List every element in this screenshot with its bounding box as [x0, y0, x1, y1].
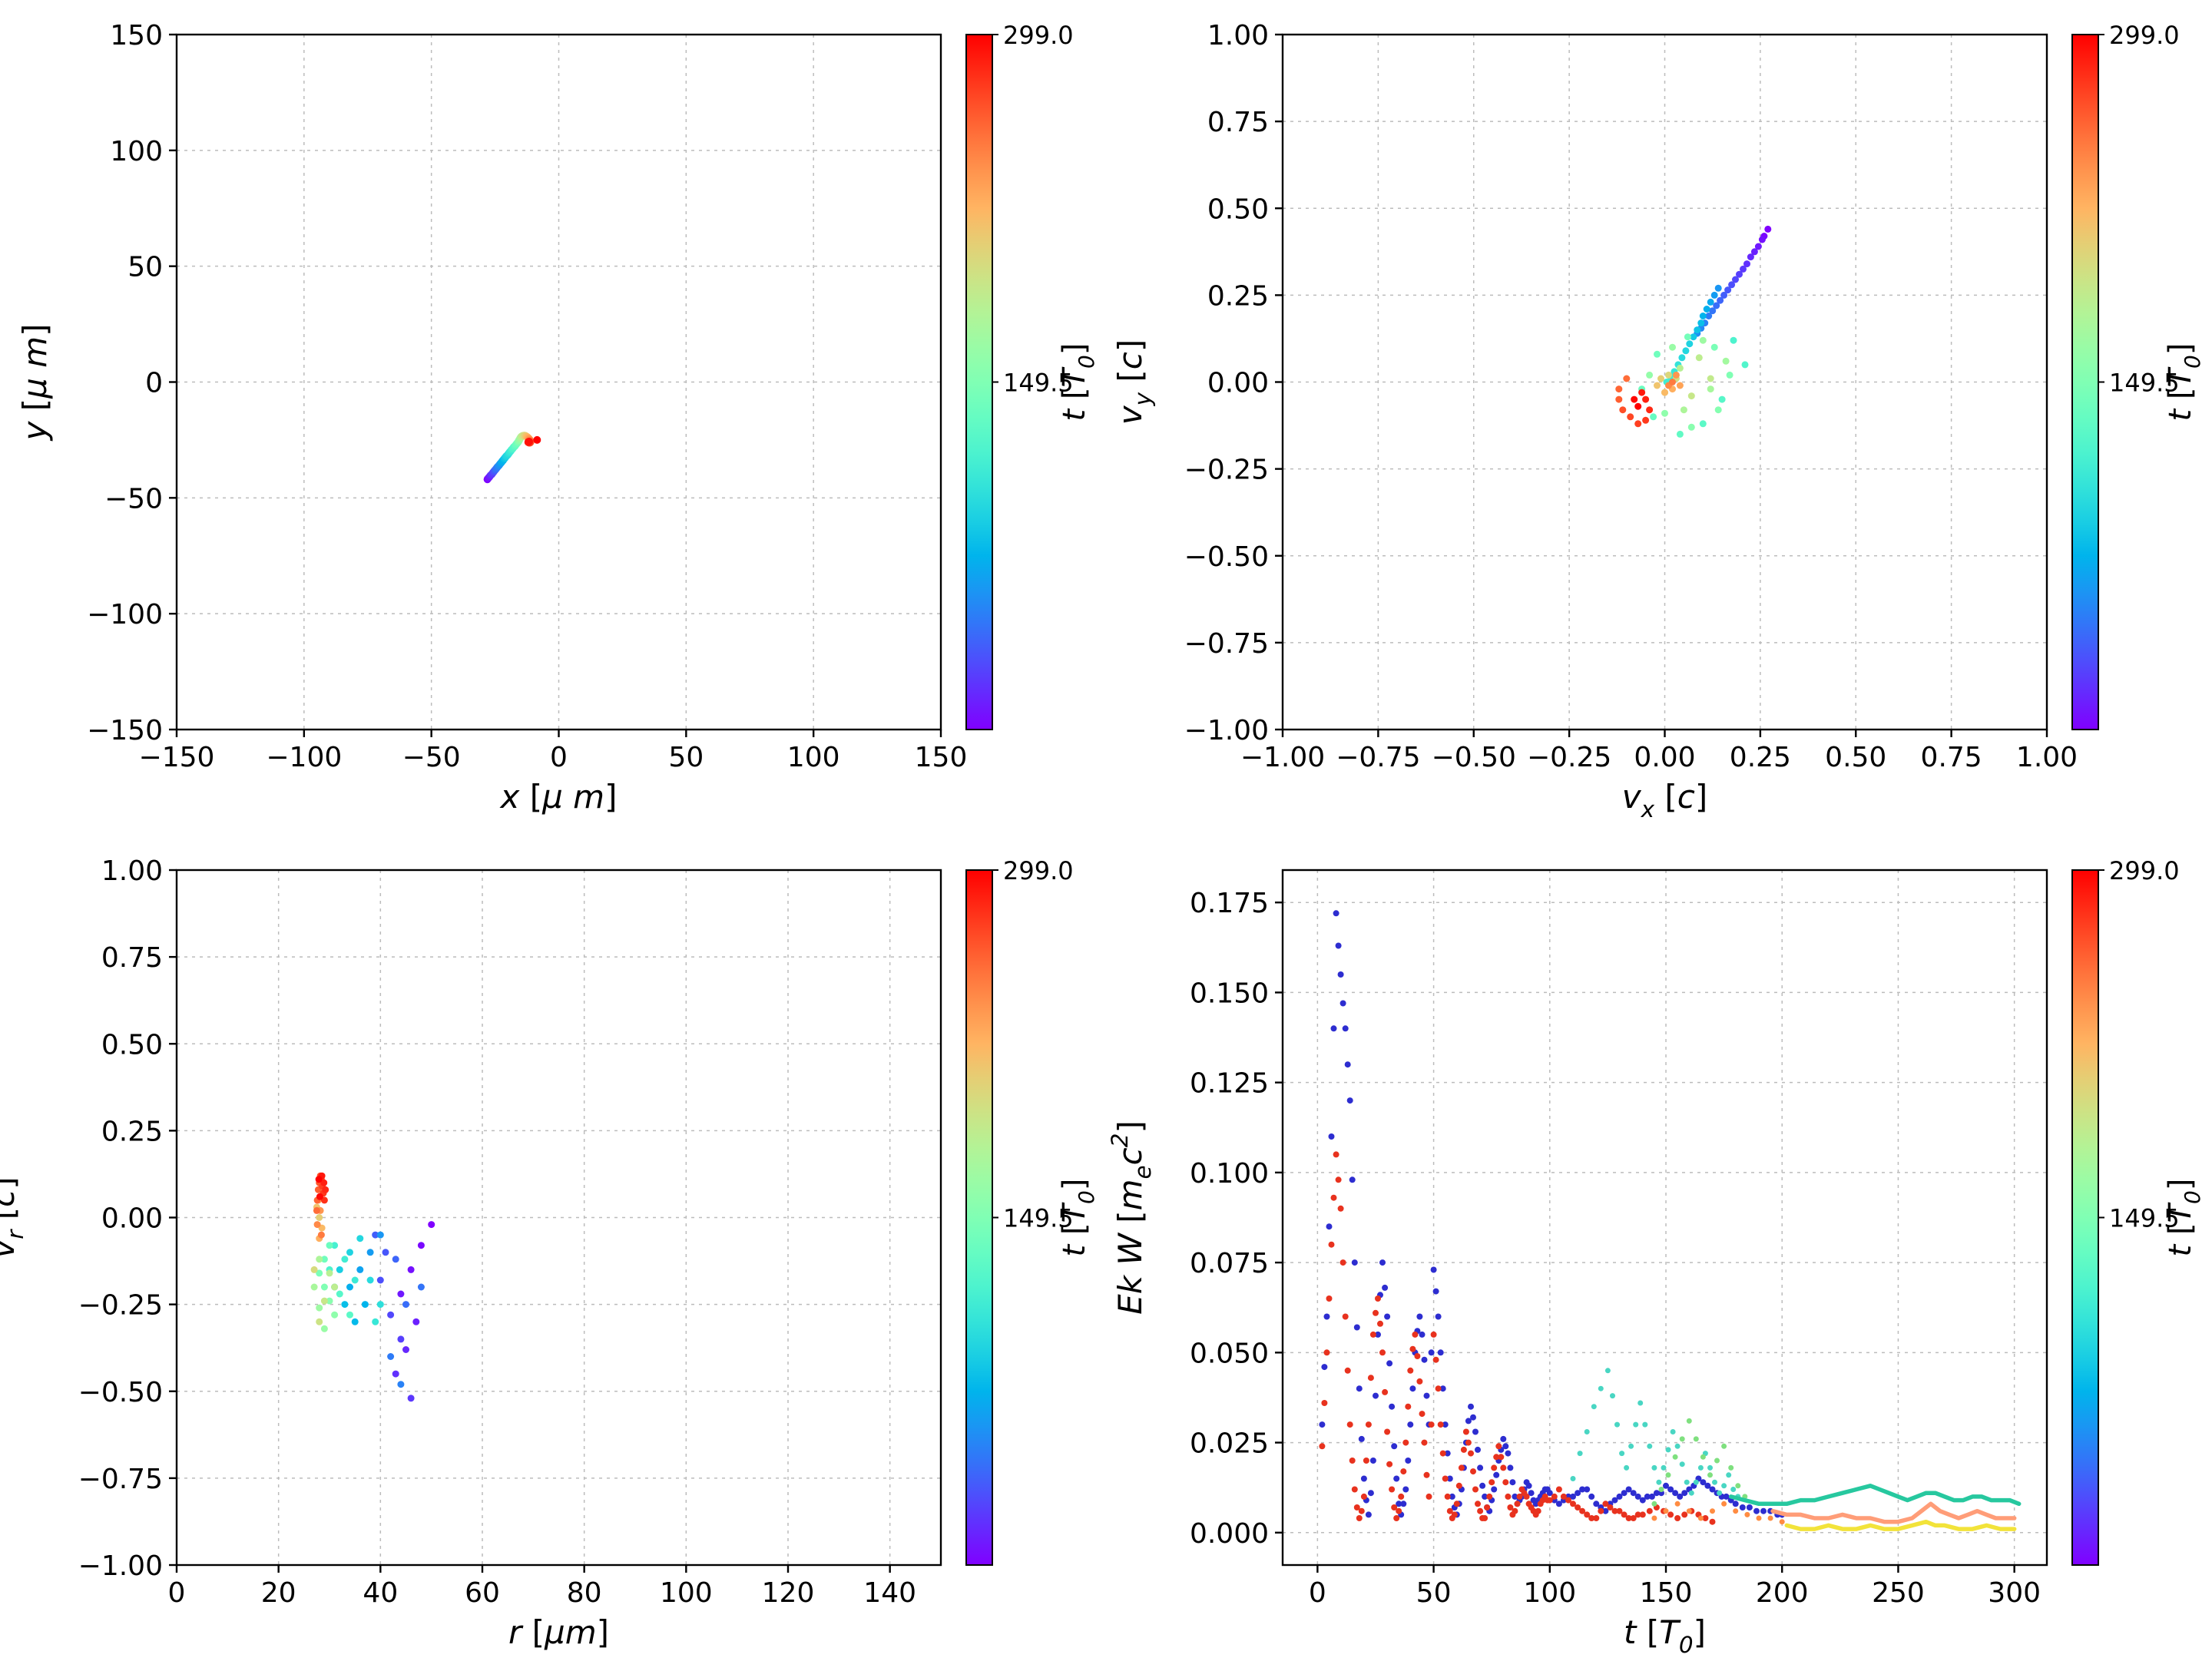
svg-text:299.0: 299.0	[1003, 856, 1074, 885]
svg-text:vy [c]: vy [c]	[1111, 339, 1156, 425]
svg-text:1.00: 1.00	[2016, 742, 2078, 773]
svg-text:0.025: 0.025	[1190, 1428, 1269, 1460]
svg-text:0.050: 0.050	[1190, 1338, 1269, 1369]
svg-text:0: 0	[550, 742, 568, 773]
svg-text:1.00: 1.00	[101, 855, 163, 887]
svg-text:−0.50: −0.50	[1432, 742, 1516, 773]
svg-text:0.075: 0.075	[1190, 1248, 1269, 1279]
svg-text:250: 250	[1872, 1577, 1925, 1609]
svg-text:149.5: 149.5	[2109, 1204, 2180, 1233]
svg-text:0.75: 0.75	[1921, 742, 1982, 773]
svg-text:−0.25: −0.25	[1527, 742, 1611, 773]
svg-text:0.000: 0.000	[1190, 1518, 1269, 1550]
svg-text:r [μm]: r [μm]	[508, 1613, 609, 1651]
svg-text:0.175: 0.175	[1190, 888, 1269, 919]
svg-text:−0.50: −0.50	[78, 1377, 163, 1408]
svg-text:0: 0	[1309, 1577, 1326, 1609]
svg-text:150: 150	[110, 20, 163, 51]
svg-text:0.75: 0.75	[101, 942, 163, 974]
svg-text:0.00: 0.00	[1634, 742, 1695, 773]
svg-text:200: 200	[1756, 1577, 1809, 1609]
svg-text:100: 100	[110, 136, 163, 167]
svg-text:−50: −50	[104, 483, 163, 515]
svg-text:20: 20	[261, 1577, 296, 1609]
subplot-position-trajectory: −150 −100 −50 0 50 100 150 −150 −100 −50 0 50 100 150…	[0, 0, 1106, 836]
svg-text:120: 120	[762, 1577, 815, 1609]
svg-text:−150: −150	[87, 715, 163, 746]
svg-text:1.00: 1.00	[1207, 20, 1269, 51]
svg-text:−0.75: −0.75	[1336, 742, 1420, 773]
svg-text:−1.00: −1.00	[1240, 742, 1325, 773]
svg-text:0.150: 0.150	[1190, 978, 1269, 1009]
svg-text:0.25: 0.25	[101, 1116, 163, 1147]
svg-text:−100: −100	[87, 599, 163, 630]
svg-text:149.5: 149.5	[1003, 369, 1074, 398]
svg-text:150: 150	[1640, 1577, 1693, 1609]
svg-text:−0.75: −0.75	[1184, 628, 1269, 660]
svg-text:149.5: 149.5	[1003, 1204, 1074, 1233]
svg-text:0.125: 0.125	[1190, 1068, 1269, 1100]
svg-text:−0.25: −0.25	[1184, 455, 1269, 486]
svg-text:−100: −100	[266, 742, 342, 773]
svg-text:−50: −50	[402, 742, 461, 773]
svg-text:t [T0]: t [T0]	[1057, 1179, 1099, 1257]
svg-text:0.25: 0.25	[1207, 280, 1269, 312]
svg-text:299.0: 299.0	[1003, 21, 1074, 50]
svg-text:−0.50: −0.50	[1184, 541, 1269, 573]
svg-text:−1.00: −1.00	[78, 1550, 163, 1582]
svg-text:0.00: 0.00	[1207, 368, 1269, 399]
subplot-radial-phase-space: 0 20 40 60 80 100 120 140 −1.00 −0.75 −0.50 −0.25 0.…	[0, 836, 1106, 1671]
svg-text:−0.25: −0.25	[78, 1290, 163, 1322]
svg-text:0.50: 0.50	[1207, 194, 1269, 225]
svg-text:50: 50	[127, 252, 163, 283]
svg-text:300: 300	[1988, 1577, 2041, 1609]
svg-text:t [T0]: t [T0]	[2163, 343, 2205, 422]
svg-text:0: 0	[145, 368, 163, 399]
subplot-energy-vs-time: 0 50 100 150 200 250 300 0.000 0.025 0.050 0.075 0.…	[1106, 836, 2212, 1671]
svg-text:vr [c]: vr [c]	[0, 1176, 28, 1258]
svg-text:60: 60	[465, 1577, 500, 1609]
svg-text:100: 100	[660, 1577, 713, 1609]
svg-text:50: 50	[1416, 1577, 1452, 1609]
svg-text:40: 40	[363, 1577, 398, 1609]
svg-text:0.100: 0.100	[1190, 1158, 1269, 1190]
svg-text:0.50: 0.50	[101, 1029, 163, 1061]
svg-text:150: 150	[915, 742, 968, 773]
svg-text:0.00: 0.00	[101, 1203, 163, 1235]
svg-text:140: 140	[863, 1577, 916, 1609]
svg-text:x [μ m]: x [μ m]	[499, 778, 618, 816]
svg-text:t [T0]: t [T0]	[2163, 1179, 2205, 1257]
svg-text:149.5: 149.5	[2109, 369, 2180, 398]
svg-text:0.50: 0.50	[1825, 742, 1886, 773]
svg-text:299.0: 299.0	[2109, 21, 2180, 50]
svg-text:vx [c]: vx [c]	[1622, 778, 1708, 822]
svg-text:−150: −150	[139, 742, 215, 773]
svg-text:50: 50	[668, 742, 704, 773]
svg-text:t [T0]: t [T0]	[1624, 1613, 1706, 1658]
svg-text:0.75: 0.75	[1207, 107, 1269, 138]
svg-text:Ek W [mec2]: Ek W [mec2]	[1107, 1120, 1156, 1315]
svg-text:t [T0]: t [T0]	[1057, 343, 1099, 422]
svg-text:100: 100	[787, 742, 840, 773]
svg-text:−0.75: −0.75	[78, 1464, 163, 1495]
svg-text:299.0: 299.0	[2109, 856, 2180, 885]
svg-text:y [μ m]: y [μ m]	[16, 324, 54, 442]
svg-text:80: 80	[567, 1577, 602, 1609]
subplot-velocity-space: −1.00 −0.75 −0.50 −0.25 0.00 0.25 0.50 0.75 1.00…	[1106, 0, 2212, 836]
svg-text:−1.00: −1.00	[1184, 715, 1269, 746]
svg-text:100: 100	[1523, 1577, 1576, 1609]
svg-text:0.25: 0.25	[1730, 742, 1791, 773]
svg-text:0: 0	[168, 1577, 186, 1609]
